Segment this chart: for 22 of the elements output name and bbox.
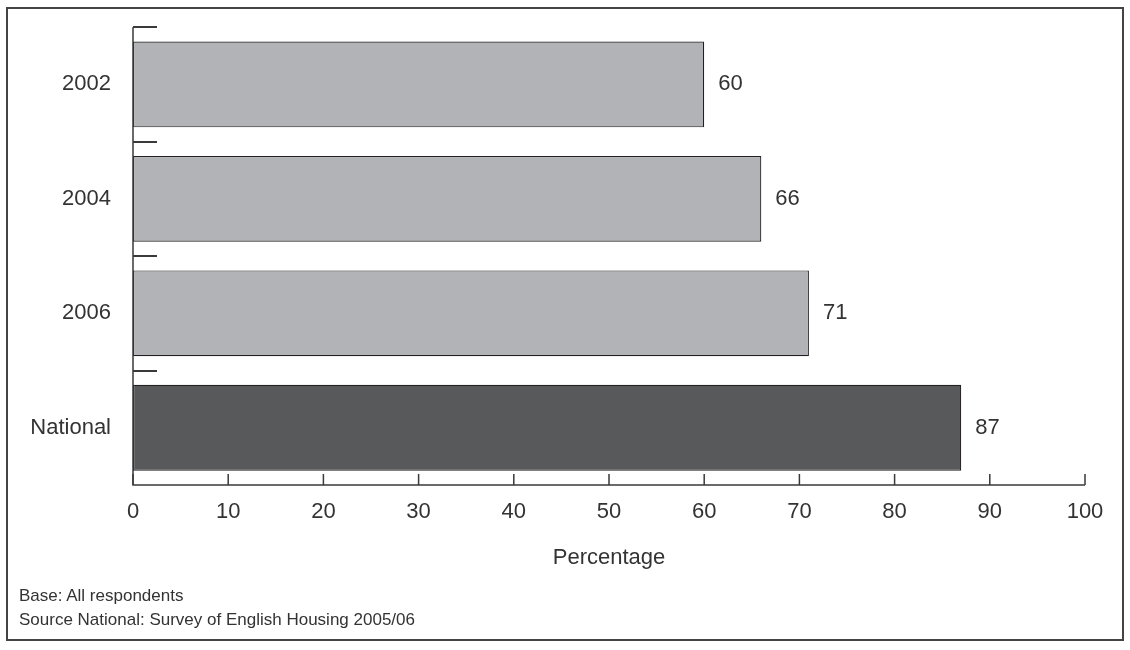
data-label: 87 — [975, 413, 1000, 439]
x-tick-label: 70 — [787, 498, 812, 524]
y-tick-label: 2006 — [62, 299, 111, 325]
x-tick-label: 90 — [977, 498, 1003, 524]
y-tick-label: 2004 — [62, 184, 111, 210]
x-tick-label: 100 — [1066, 498, 1104, 524]
x-tick-label: 0 — [126, 498, 140, 524]
x-tick-label: 60 — [691, 498, 717, 524]
data-label: 71 — [822, 299, 848, 325]
text: Base: All respondents — [19, 586, 184, 606]
x-tick-label: 10 — [215, 498, 241, 524]
x-tick-label: 40 — [501, 498, 527, 524]
x-tick-label: 20 — [311, 498, 336, 524]
x-tick-label: 30 — [406, 498, 431, 524]
x-axis-title: Percentage — [552, 543, 666, 569]
data-label: 60 — [718, 70, 743, 96]
y-tick-label: 2002 — [62, 70, 111, 96]
source-note: Source National: Survey of English Housing 2005/06 — [19, 610, 415, 630]
y-tick-label: National — [30, 413, 111, 439]
x-tick-label: 80 — [882, 498, 907, 524]
x-tick-label: 50 — [596, 498, 622, 524]
data-label: 66 — [775, 184, 800, 210]
